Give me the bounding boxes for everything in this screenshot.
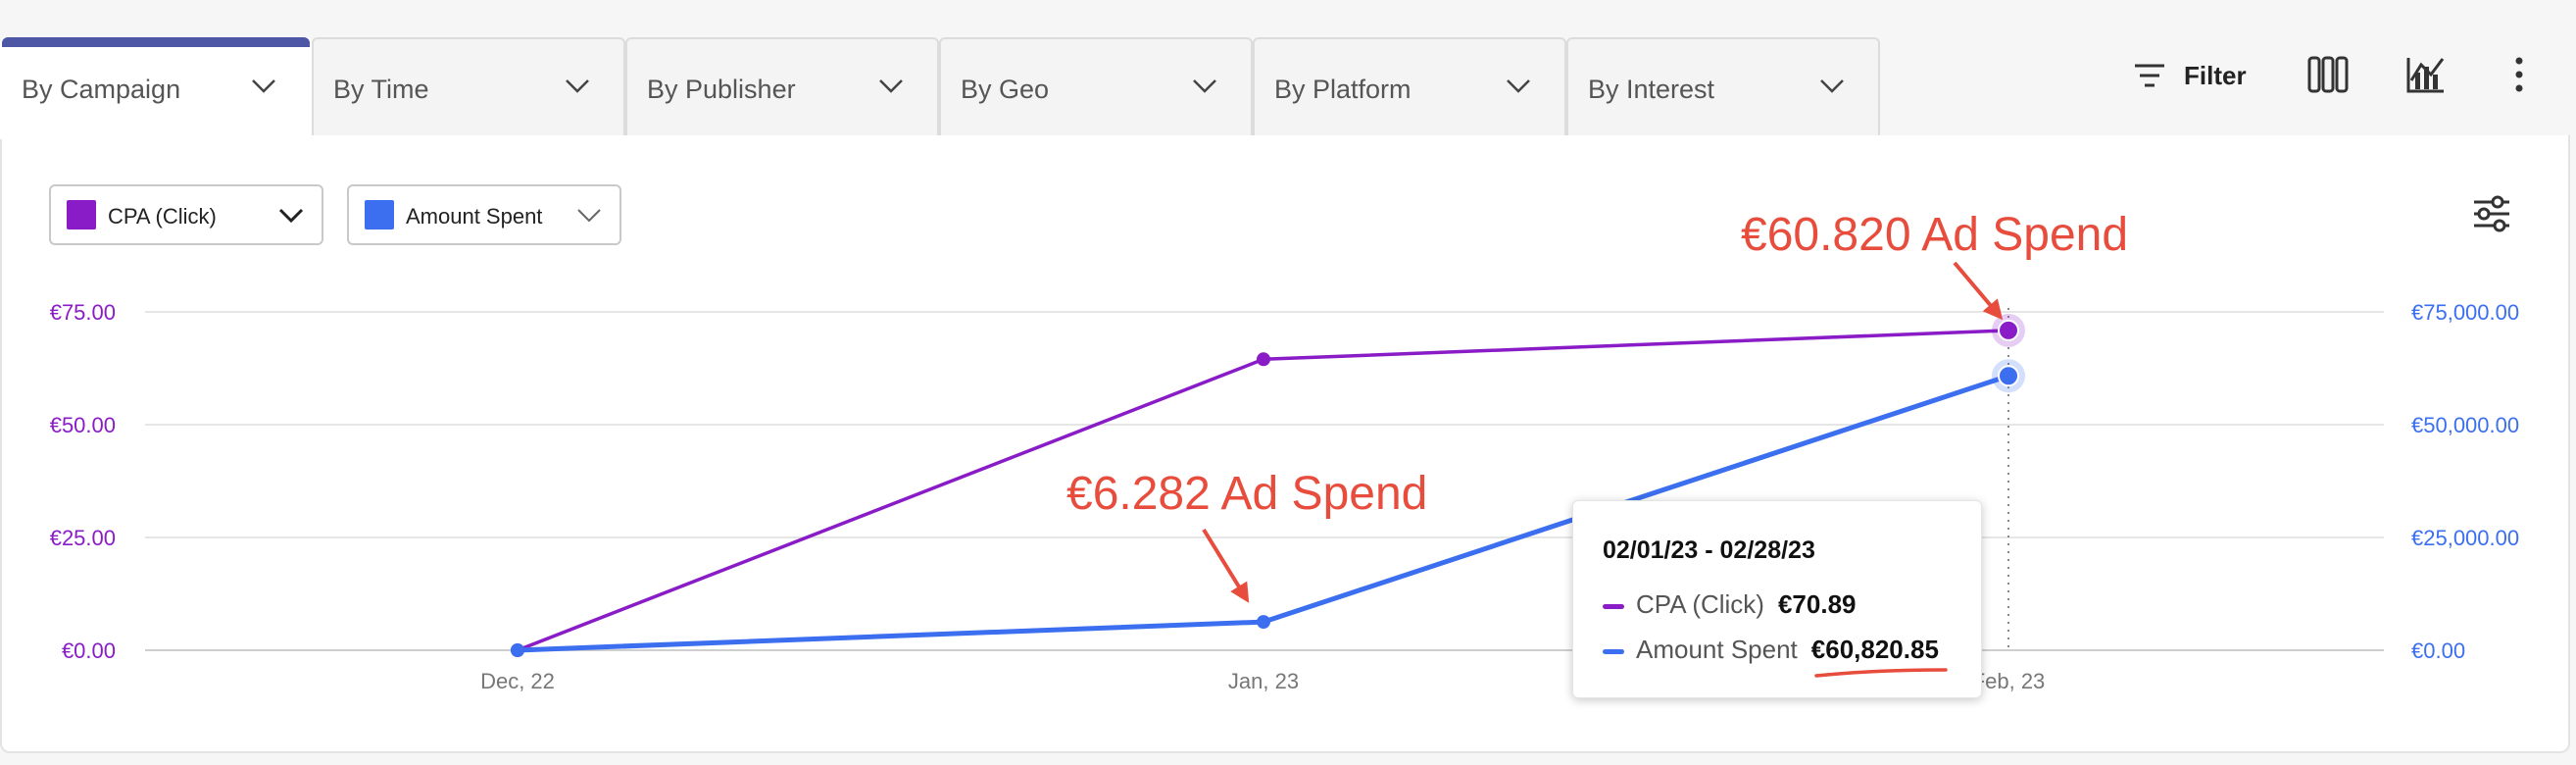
tab-by-interest[interactable]: By Interest [1566, 37, 1880, 135]
selector-label: Amount Spent [406, 204, 543, 229]
tooltip-value: €70.89 [1777, 589, 1857, 619]
tooltip-label: Amount Spent [1636, 635, 1798, 664]
data-point-highlight[interactable] [1998, 319, 2019, 341]
annotation-jan-spend: €6.282 Ad Spend [1066, 468, 1428, 520]
y-left-tick-label: €50.00 [50, 413, 116, 437]
columns-icon[interactable] [2307, 55, 2349, 94]
y-axis-left: €0.00 €25.00 €50.00 €75.00 [50, 300, 116, 663]
series-points [511, 313, 2025, 657]
filter-lines-icon [2135, 64, 2164, 87]
arrow-to-jan-spend [1202, 528, 1250, 603]
metric-selector-amount-spent[interactable]: Amount Spent [347, 184, 621, 245]
arrow-to-feb-spend [1953, 261, 2004, 321]
tab-label: By Time [333, 75, 429, 104]
chevron-down-icon [879, 79, 903, 93]
chevron-down-icon [1193, 79, 1216, 93]
tooltip-label: CPA (Click) [1636, 589, 1764, 619]
tab-by-platform[interactable]: By Platform [1253, 37, 1566, 135]
chart-settings-sliders-icon[interactable] [2472, 194, 2511, 233]
tooltip-row-cpa: CPA (Click) €70.89 [1603, 589, 1857, 620]
chevron-down-icon [252, 79, 275, 93]
tooltip-row-amount-spent: Amount Spent €60,820.85 [1603, 635, 1939, 665]
y-right-tick-label: €50,000.00 [2411, 413, 2519, 437]
x-axis: Dec, 22 Jan, 23 Feb, 23 [480, 669, 2045, 693]
y-left-tick-label: €25.00 [50, 526, 116, 550]
spent-swatch [365, 200, 394, 230]
data-point[interactable] [1257, 615, 1270, 630]
chevron-down-icon [1820, 79, 1844, 93]
chart-toggle-icon[interactable] [2405, 55, 2447, 94]
chevron-down-icon [577, 209, 601, 223]
y-right-tick-label: €0.00 [2411, 638, 2465, 663]
y-left-tick-label: €0.00 [62, 638, 116, 663]
annotation-arrows [1202, 261, 2004, 603]
tab-label: By Geo [961, 75, 1050, 104]
x-tick-label: Jan, 23 [1228, 669, 1299, 693]
y-axis-right: €0.00 €25,000.00 €50,000.00 €75,000.00 [2411, 300, 2519, 663]
more-vertical-icon[interactable] [2511, 55, 2527, 94]
filter-label: Filter [2184, 61, 2247, 90]
tooltip-title: 02/01/23 - 02/28/23 [1603, 536, 1815, 564]
tab-by-publisher[interactable]: By Publisher [625, 37, 939, 135]
tab-label: By Interest [1588, 75, 1715, 104]
y-right-tick-label: €75,000.00 [2411, 300, 2519, 325]
tab-label: By Campaign [22, 75, 181, 104]
tab-label: By Platform [1274, 75, 1412, 104]
x-tick-label: Feb, 23 [1972, 669, 2046, 693]
x-tick-label: Dec, 22 [480, 669, 555, 693]
cpa-line-marker [1603, 603, 1624, 609]
y-left-tick-label: €75.00 [50, 300, 116, 325]
selector-label: CPA (Click) [108, 204, 217, 229]
annotation-underline [1814, 668, 1948, 678]
tab-label: By Publisher [647, 75, 796, 104]
cpa-swatch [67, 200, 96, 230]
chevron-down-icon [1507, 79, 1530, 93]
y-right-tick-label: €25,000.00 [2411, 526, 2519, 550]
chevron-down-icon [566, 79, 589, 93]
chart-tooltip: 02/01/23 - 02/28/23 CPA (Click) €70.89 Am… [1572, 500, 1982, 698]
tab-by-geo[interactable]: By Geo [939, 37, 1253, 135]
data-point-highlight[interactable] [1998, 365, 2019, 387]
spent-line-marker [1603, 648, 1624, 654]
tab-by-campaign[interactable]: By Campaign [0, 37, 312, 139]
tooltip-value: €60,820.85 [1810, 635, 1939, 664]
data-point[interactable] [511, 643, 524, 657]
chevron-down-icon [278, 208, 304, 224]
data-point[interactable] [1257, 352, 1270, 367]
filter-button[interactable]: Filter [2129, 55, 2276, 94]
grid-lines [145, 311, 2384, 651]
tab-by-time[interactable]: By Time [312, 37, 625, 135]
metric-selector-cpa[interactable]: CPA (Click) [49, 184, 323, 245]
annotation-feb-spend: €60.820 Ad Spend [1741, 209, 2129, 261]
chart-toolbar: Filter [2129, 55, 2541, 94]
